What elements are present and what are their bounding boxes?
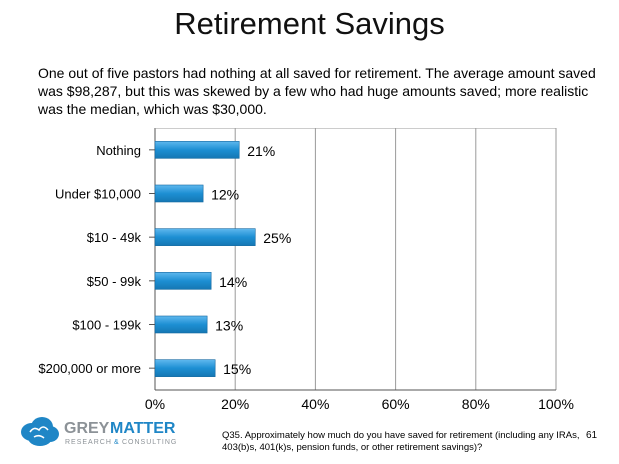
tick-label: 80% <box>462 396 490 412</box>
category-label: $100 - 199k <box>72 318 141 333</box>
bar <box>154 359 216 377</box>
bar-chart: Nothing Under $10,000 $10 - 49k $50 - 99k $1… <box>38 128 574 412</box>
data-label: 14% <box>219 274 247 290</box>
tick-label: 0% <box>145 396 165 412</box>
intro-text: One out of five pastors had nothing at a… <box>38 65 596 117</box>
data-label: 21% <box>247 143 275 159</box>
data-labels: 21% 12% 25% 14% 13% 15% <box>211 143 291 377</box>
category-label: Under $10,000 <box>55 187 141 202</box>
logo-tagline-consulting: CONSULTING <box>122 439 177 446</box>
bar <box>154 228 256 246</box>
tick-label: 60% <box>382 396 410 412</box>
question-footnote: Q35. Approximately how much do you have … <box>222 430 580 453</box>
logo-name-matter: MATTER <box>110 420 176 437</box>
bar <box>154 141 240 159</box>
tick-label: 20% <box>221 396 249 412</box>
category-label: Nothing <box>96 143 141 158</box>
data-label: 25% <box>263 230 291 246</box>
gridlines <box>154 128 557 391</box>
category-label: $10 - 49k <box>87 230 142 245</box>
tick-label: 100% <box>538 396 574 412</box>
category-label: $50 - 99k <box>87 274 142 289</box>
tick-label: 40% <box>301 396 329 412</box>
page-number: 61 <box>586 430 598 441</box>
slide-title: Retirement Savings <box>174 6 445 41</box>
greymatter-logo: GREY MATTER RESEARCH & CONSULTING <box>21 417 177 446</box>
bars <box>154 141 256 377</box>
logo-name-grey: GREY <box>64 420 110 437</box>
bar <box>154 272 212 290</box>
data-label: 15% <box>223 361 251 377</box>
logo-tagline-ampersand: & <box>114 439 119 446</box>
category-label: $200,000 or more <box>38 361 141 376</box>
category-labels: Nothing Under $10,000 $10 - 49k $50 - 99k $1… <box>38 143 155 376</box>
bar <box>154 184 204 203</box>
brain-cloud-icon <box>21 417 59 446</box>
data-label: 13% <box>215 318 243 334</box>
bar <box>154 315 208 334</box>
logo-tagline-research: RESEARCH <box>65 439 112 446</box>
data-label: 12% <box>211 187 239 203</box>
x-axis-ticks: 0% 20% 40% 60% 80% 100% <box>145 396 574 412</box>
